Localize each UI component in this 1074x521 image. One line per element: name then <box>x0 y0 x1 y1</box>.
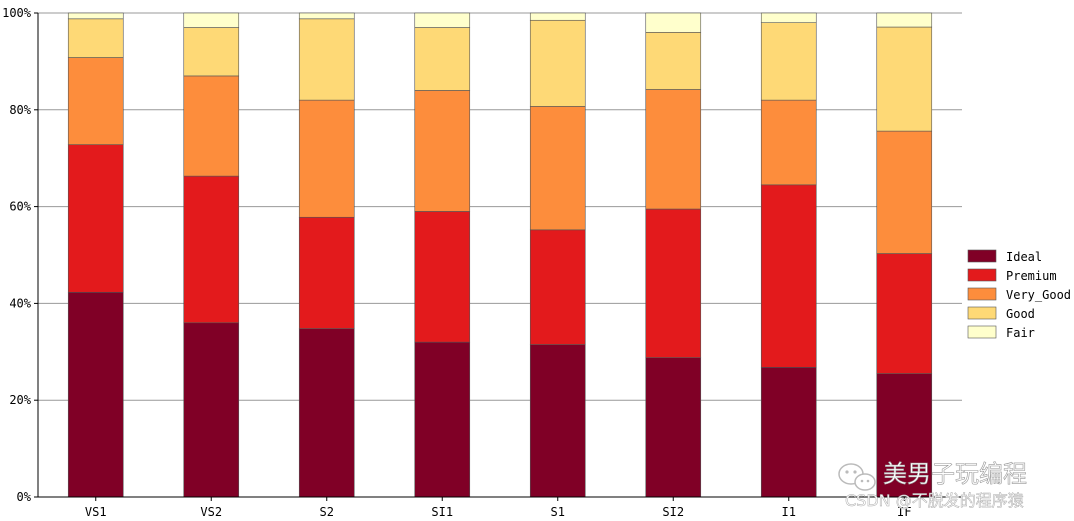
y-tick-label: 40% <box>9 296 31 310</box>
bar-segment-ideal <box>760 366 817 498</box>
bar-segment-premium <box>183 175 240 324</box>
bar-segment-premium <box>529 229 586 345</box>
bar-segment-good <box>876 26 933 132</box>
bar-segment-good <box>414 27 471 91</box>
bar-segment-very-good <box>760 99 817 186</box>
bar-segment-very-good <box>645 89 702 210</box>
legend-swatch <box>967 268 997 282</box>
bar-segment-fair <box>298 12 355 20</box>
bar-segment-very-good <box>414 90 471 212</box>
bar-segment-good <box>529 19 586 107</box>
y-tick-label: 60% <box>9 200 31 214</box>
bar-segment-premium <box>67 144 124 293</box>
bar-segment-very-good <box>67 57 124 145</box>
bar-segment-very-good <box>183 75 240 177</box>
bar-segment-very-good <box>876 130 933 254</box>
bar-segment-premium <box>876 253 933 374</box>
y-tick-label: 0% <box>17 490 32 504</box>
bar-segment-ideal <box>183 322 240 498</box>
bar-segment-fair <box>183 12 240 28</box>
x-tick-label: SI1 <box>431 505 453 519</box>
bar-segment-very-good <box>298 99 355 218</box>
bar-segment-ideal <box>298 328 355 498</box>
x-tick-label: S1 <box>551 505 565 519</box>
bar-segment-ideal <box>67 291 124 498</box>
legend-label: Premium <box>1006 269 1057 283</box>
x-tick-label: I1 <box>782 505 796 519</box>
legend-swatch <box>967 306 997 320</box>
bar-segment-very-good <box>529 106 586 231</box>
legend: Ideal Premium Very_Good Good Fair <box>967 249 1071 340</box>
watermark-title: 美男子玩编程 <box>883 460 1027 488</box>
legend-label: Ideal <box>1006 250 1042 264</box>
legend-label: Very_Good <box>1006 288 1071 302</box>
x-tick-label: IF <box>897 505 911 519</box>
bar-segment-premium <box>645 208 702 358</box>
bar-segment-fair <box>760 12 817 23</box>
bar-segment-good <box>645 32 702 90</box>
watermark-subtitle: CSDN @不脱发的程序猿 <box>845 491 1024 510</box>
bar-segment-premium <box>414 211 471 343</box>
grid-lines <box>38 12 962 498</box>
bar-segment-fair <box>67 12 124 20</box>
legend-label: Good <box>1006 307 1035 321</box>
y-tick-label: 80% <box>9 103 31 117</box>
x-tick-label: S2 <box>320 505 334 519</box>
bar-segment-good <box>183 27 240 77</box>
watermark: 美男子玩编程 CSDN @不脱发的程序猿 <box>838 460 1027 510</box>
y-tick-label: 100% <box>2 6 32 20</box>
x-tick-label: VS2 <box>200 505 222 519</box>
bar-segment-fair <box>529 12 586 21</box>
bar-segment-ideal <box>529 344 586 498</box>
legend-label: Fair <box>1006 326 1035 340</box>
y-tick-label: 20% <box>9 393 31 407</box>
bar-segment-premium <box>760 184 817 368</box>
bar-segment-good <box>298 18 355 101</box>
bar-segment-ideal <box>414 341 471 498</box>
x-tick-label: SI2 <box>662 505 684 519</box>
x-tick-label: VS1 <box>85 505 107 519</box>
bar-segment-fair <box>645 12 702 33</box>
legend-swatch <box>967 325 997 339</box>
axes: 0% 20% 40% 60% 80% 100% VS1 VS2 S2 SI1 S1 SI2 I1 IF <box>2 6 962 519</box>
bar-segment-fair <box>876 12 933 28</box>
wechat-icon <box>838 463 876 491</box>
legend-swatch <box>967 287 997 301</box>
bar-segment-good <box>67 18 124 58</box>
bar-segment-good <box>760 22 817 101</box>
bars <box>67 12 933 498</box>
bar-segment-premium <box>298 216 355 329</box>
bar-segment-fair <box>414 12 471 28</box>
legend-swatch <box>967 249 997 263</box>
bar-segment-ideal <box>645 357 702 498</box>
